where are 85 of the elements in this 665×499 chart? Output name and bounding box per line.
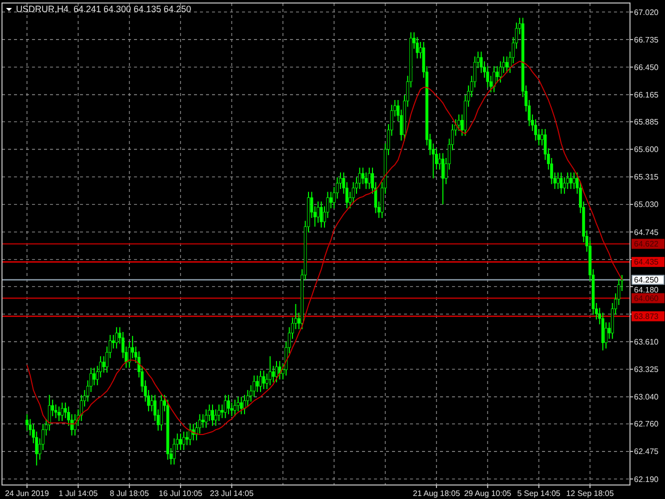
x-tick-label: 8 Jul 18:05 bbox=[110, 489, 150, 498]
candlestick bbox=[498, 60, 502, 84]
y-tick-label: 67.020 bbox=[634, 8, 660, 17]
ref-line-label: 64.435 bbox=[634, 258, 660, 267]
candlestick bbox=[185, 431, 188, 446]
candlestick bbox=[201, 414, 204, 428]
candlestick bbox=[320, 201, 323, 228]
candlestick bbox=[60, 402, 64, 422]
candlestick bbox=[48, 394, 51, 432]
x-tick-label: 24 Jun 2019 bbox=[4, 489, 50, 498]
candlestick bbox=[569, 172, 572, 190]
candlestick bbox=[102, 356, 106, 374]
candlestick bbox=[259, 370, 262, 392]
candlestick bbox=[172, 438, 176, 465]
candlestick bbox=[329, 191, 332, 209]
candlestick bbox=[534, 118, 538, 142]
candlestick bbox=[505, 56, 508, 74]
candlestick bbox=[441, 152, 444, 205]
x-tick-label: 12 Sep 18:05 bbox=[566, 489, 614, 498]
candlestick bbox=[604, 322, 608, 349]
candlestick bbox=[496, 66, 499, 84]
candlestick bbox=[182, 431, 186, 450]
y-tick-label: 64.745 bbox=[634, 228, 660, 237]
x-tick-label: 29 Aug 10:05 bbox=[464, 489, 512, 498]
candlestick bbox=[256, 375, 259, 392]
y-tick-label: 62.760 bbox=[634, 420, 660, 429]
candlestick bbox=[115, 326, 118, 349]
candlestick bbox=[480, 51, 483, 74]
ref-line-label: 64.250 bbox=[634, 276, 660, 285]
y-tick-label: 63.610 bbox=[634, 338, 660, 347]
candlestick bbox=[224, 394, 227, 419]
candlestick bbox=[58, 406, 60, 422]
y-tick-label: 65.030 bbox=[634, 200, 660, 210]
candlestick bbox=[188, 423, 192, 446]
candlestick bbox=[556, 172, 560, 190]
y-tick-label: 63.040 bbox=[634, 392, 660, 402]
candlestick bbox=[150, 394, 154, 412]
candlestick bbox=[220, 404, 224, 419]
y-tick-label: 66.450 bbox=[634, 62, 660, 72]
candlestick bbox=[131, 335, 134, 359]
y-tick-label: 65.600 bbox=[634, 145, 660, 154]
x-tick-label: 1 Jul 14:05 bbox=[58, 489, 98, 498]
candlestick bbox=[262, 370, 266, 390]
candlestick bbox=[416, 36, 419, 59]
candlestick bbox=[272, 365, 275, 383]
y-tick-label: 66.165 bbox=[634, 90, 660, 100]
y-tick-label: 66.735 bbox=[634, 35, 660, 44]
candlestick bbox=[26, 414, 28, 432]
candlestick bbox=[179, 433, 182, 450]
candlestick bbox=[361, 167, 364, 185]
chart-title: USDRUR,H4 64.241 64.300 64.135 64.250 bbox=[16, 4, 192, 14]
candlestick bbox=[275, 360, 278, 383]
ref-line-label: 64.622 bbox=[634, 240, 660, 249]
candlestick bbox=[268, 356, 272, 386]
y-tick-label: 64.180 bbox=[634, 286, 660, 295]
candlestick bbox=[92, 367, 96, 386]
x-tick-label: 16 Jul 10:05 bbox=[158, 489, 203, 498]
candlestick bbox=[227, 394, 230, 415]
y-tick-label: 62.475 bbox=[634, 447, 660, 456]
candlestick bbox=[233, 399, 236, 417]
candlestick bbox=[74, 414, 76, 436]
candlestick bbox=[112, 334, 115, 349]
candlestick bbox=[211, 404, 214, 426]
candlestick bbox=[560, 172, 563, 194]
x-tick-label: 5 Sep 14:05 bbox=[517, 489, 561, 498]
candlestick bbox=[368, 167, 371, 190]
y-tick-label: 65.315 bbox=[634, 172, 660, 182]
candlestick bbox=[240, 396, 243, 415]
candlestick bbox=[492, 66, 496, 93]
x-tick-label: 23 Jul 14:05 bbox=[210, 489, 254, 498]
y-tick-label: 65.885 bbox=[634, 118, 660, 127]
ref-line-label: 64.060 bbox=[634, 294, 660, 303]
candlestick bbox=[204, 408, 208, 428]
candlestick bbox=[214, 408, 218, 426]
ref-line-label: 63.873 bbox=[634, 312, 660, 322]
y-tick-label: 62.190 bbox=[634, 474, 660, 484]
y-tick-label: 63.325 bbox=[634, 365, 660, 374]
candlestick bbox=[252, 375, 256, 398]
candlestick bbox=[316, 201, 320, 224]
candlestick bbox=[572, 172, 576, 190]
candlestick bbox=[243, 394, 246, 415]
candlestick bbox=[278, 360, 282, 380]
candlestick bbox=[236, 396, 240, 412]
candlestick bbox=[562, 176, 566, 194]
x-tick-label: 21 Aug 18:05 bbox=[412, 489, 461, 498]
